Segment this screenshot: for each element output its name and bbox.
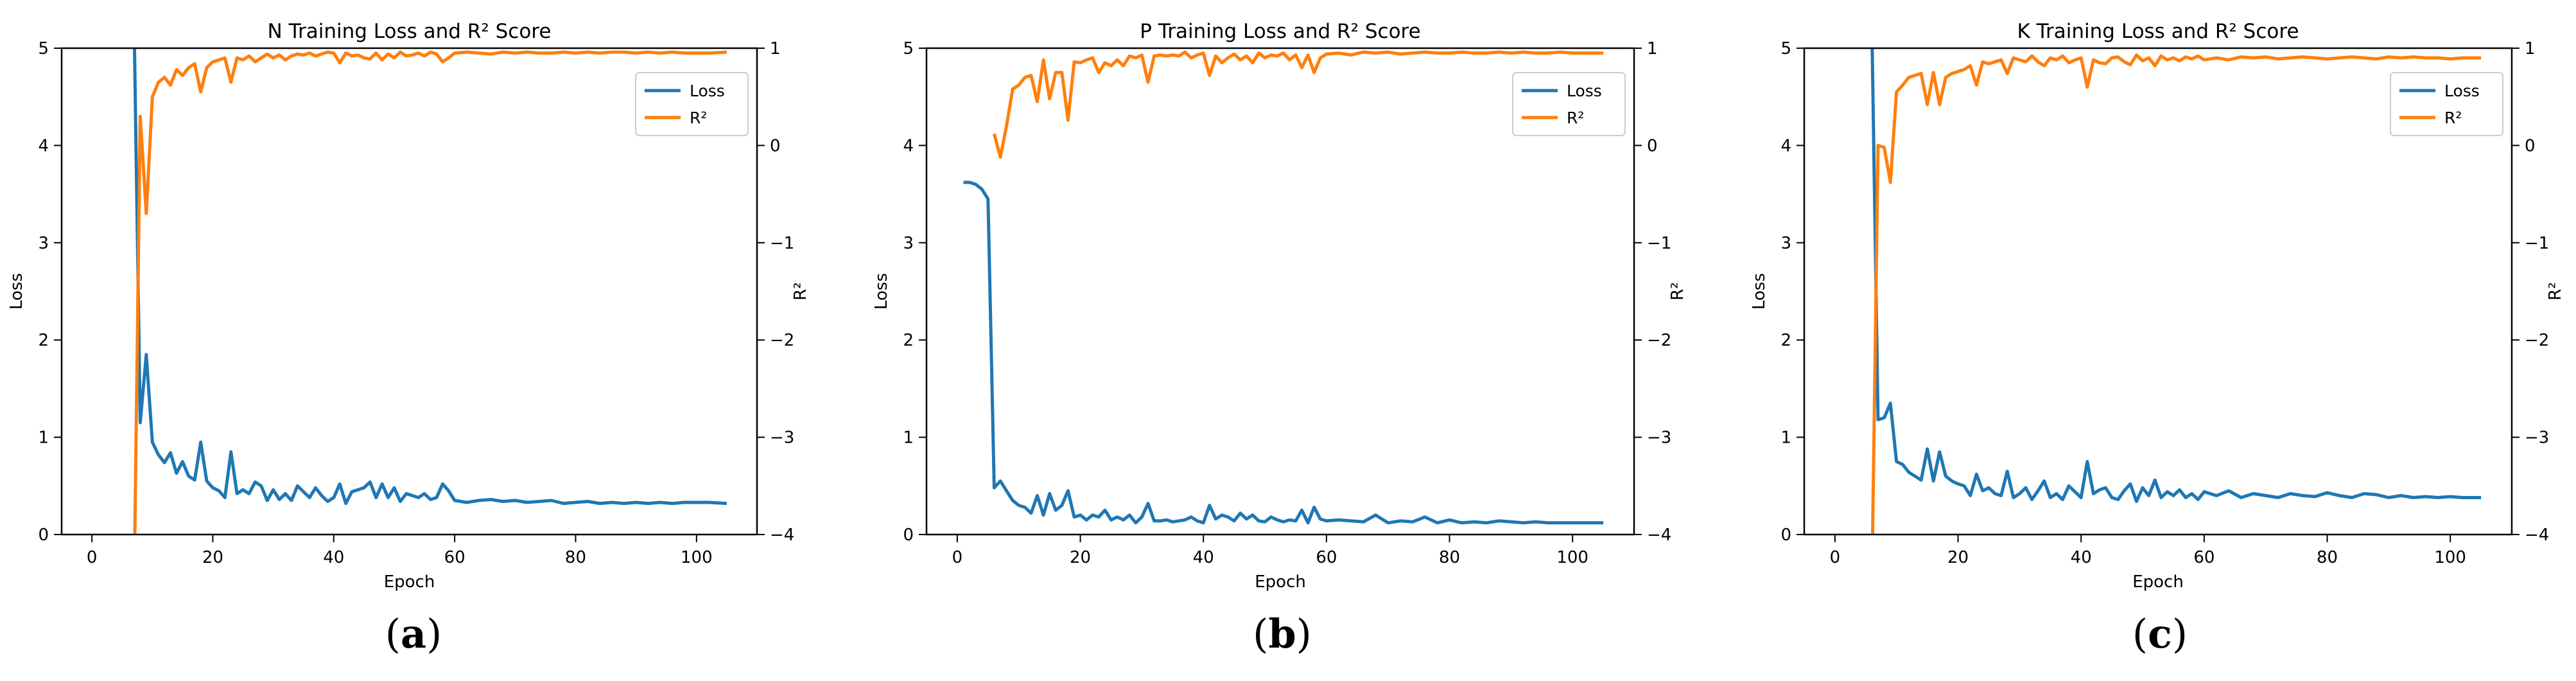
chart-title: K Training Loss and R² Score — [2017, 20, 2299, 43]
caption-c: (c) — [2132, 610, 2188, 657]
y-tick-label: 3 — [38, 234, 49, 253]
y-right-axis-label: R² — [1668, 282, 1687, 301]
plot-frame — [60, 47, 758, 536]
y-tick-label: 1 — [903, 429, 914, 448]
y-right-tick-label: 1 — [1647, 39, 1658, 58]
y-tick-label: 4 — [1780, 136, 1791, 155]
y-tick-label: 5 — [1780, 39, 1791, 58]
x-tick-label: 80 — [2317, 548, 2338, 567]
x-tick-label: 80 — [1439, 548, 1460, 567]
y-right-tick-label: −1 — [1647, 234, 1671, 253]
x-tick-label: 0 — [87, 548, 98, 567]
x-tick-label: 40 — [2071, 548, 2092, 567]
caption-letter: c — [2148, 610, 2172, 657]
x-tick-label: 20 — [1947, 548, 1969, 567]
x-tick-label: 0 — [952, 548, 963, 567]
y-tick-label: 4 — [903, 136, 914, 155]
y-right-tick-label: 0 — [770, 136, 781, 155]
series-line-r — [992, 50, 1604, 159]
y-tick-label: 5 — [903, 39, 914, 58]
x-axis-label: Epoch — [1255, 572, 1306, 592]
y-right-tick-label: −2 — [2525, 331, 2549, 350]
x-axis-label: Epoch — [2132, 572, 2184, 592]
y-right-tick-label: −3 — [2525, 429, 2549, 448]
y-right-tick-label: −1 — [770, 234, 794, 253]
legend-label: Loss — [1567, 82, 1602, 100]
series-lines — [132, 48, 727, 535]
x-tick-label: 100 — [1556, 548, 1588, 567]
y-right-tick-label: −3 — [1647, 429, 1671, 448]
chart-title: P Training Loss and R² Score — [1140, 20, 1420, 43]
y-tick-label: 1 — [1780, 429, 1791, 448]
y-right-tick-label: −2 — [1647, 331, 1671, 350]
series-line-r — [1870, 53, 2482, 535]
y-right-tick-label: −2 — [770, 331, 794, 350]
legend-box — [1512, 72, 1626, 136]
caption-b: (b) — [1253, 610, 1312, 657]
x-tick-label: 60 — [2193, 548, 2215, 567]
x-tick-label: 0 — [1830, 548, 1841, 567]
x-tick-label: 100 — [681, 548, 713, 567]
y-tick-label: 3 — [903, 234, 914, 253]
y-axis-label: Loss — [1750, 273, 1769, 310]
y-right-tick-label: −3 — [770, 429, 794, 448]
series-line-r — [133, 50, 727, 535]
y-tick-label: 0 — [903, 526, 914, 545]
series-lines — [1870, 48, 2482, 535]
caption-a: (a) — [385, 610, 442, 657]
y-right-tick-label: −4 — [2525, 526, 2549, 545]
y-tick-label: 0 — [38, 526, 49, 545]
plot-frame — [1803, 47, 2513, 536]
x-tick-label: 40 — [323, 548, 344, 567]
y-tick-label: 2 — [903, 331, 914, 350]
legend-label: Loss — [2444, 82, 2480, 100]
legend-label: R² — [690, 109, 707, 127]
y-right-tick-label: 1 — [2525, 39, 2536, 58]
legend-label: Loss — [690, 82, 725, 100]
y-right-tick-label: 0 — [1647, 136, 1658, 155]
y-tick-label: 1 — [38, 429, 49, 448]
x-tick-label: 80 — [565, 548, 586, 567]
y-right-tick-label: 1 — [770, 39, 781, 58]
y-tick-label: 2 — [38, 331, 49, 350]
y-tick-label: 0 — [1780, 526, 1791, 545]
chart-panel-1: 0 20 40 60 80 100 0 1 2 3 4 5 −4 −3 −2 −1 0 1 P Training L… — [872, 20, 1687, 592]
legend-label: R² — [1567, 109, 1584, 127]
x-tick-label: 20 — [1070, 548, 1091, 567]
chart-title: N Training Loss and R² Score — [268, 20, 552, 43]
caption-letter: a — [400, 610, 427, 657]
y-right-axis-label: R² — [2546, 282, 2565, 301]
y-axis-label: Loss — [872, 273, 891, 310]
y-tick-label: 3 — [1780, 234, 1791, 253]
y-right-axis-label: R² — [791, 282, 810, 301]
legend-box — [635, 72, 749, 136]
plot-frame — [925, 47, 1635, 536]
y-right-tick-label: −1 — [2525, 234, 2549, 253]
x-tick-label: 60 — [444, 548, 466, 567]
series-line-loss — [132, 48, 727, 506]
chart-panel-2: 0 20 40 60 80 100 0 1 2 3 4 5 −4 −3 −2 −1 0 1 K Training L… — [1750, 20, 2565, 592]
y-tick-label: 2 — [1780, 331, 1791, 350]
y-right-tick-label: −4 — [770, 526, 794, 545]
y-right-tick-label: −4 — [1647, 526, 1671, 545]
x-tick-label: 100 — [2434, 548, 2466, 567]
x-tick-label: 60 — [1316, 548, 1337, 567]
y-tick-label: 5 — [38, 39, 49, 58]
x-tick-label: 20 — [202, 548, 223, 567]
legend-box — [2390, 72, 2503, 136]
y-axis-label: Loss — [7, 273, 26, 310]
series-lines — [963, 50, 1604, 525]
chart-panel-0: 0 20 40 60 80 100 0 1 2 3 4 5 −4 −3 −2 −1 0 1 N Training L… — [7, 20, 810, 592]
caption-letter: b — [1268, 610, 1296, 657]
legend-label: R² — [2444, 109, 2462, 127]
x-axis-label: Epoch — [384, 572, 435, 592]
x-tick-label: 40 — [1193, 548, 1214, 567]
series-line-loss — [963, 181, 1604, 525]
series-line-loss — [1870, 48, 2482, 503]
y-right-tick-label: 0 — [2525, 136, 2536, 155]
y-tick-label: 4 — [38, 136, 49, 155]
